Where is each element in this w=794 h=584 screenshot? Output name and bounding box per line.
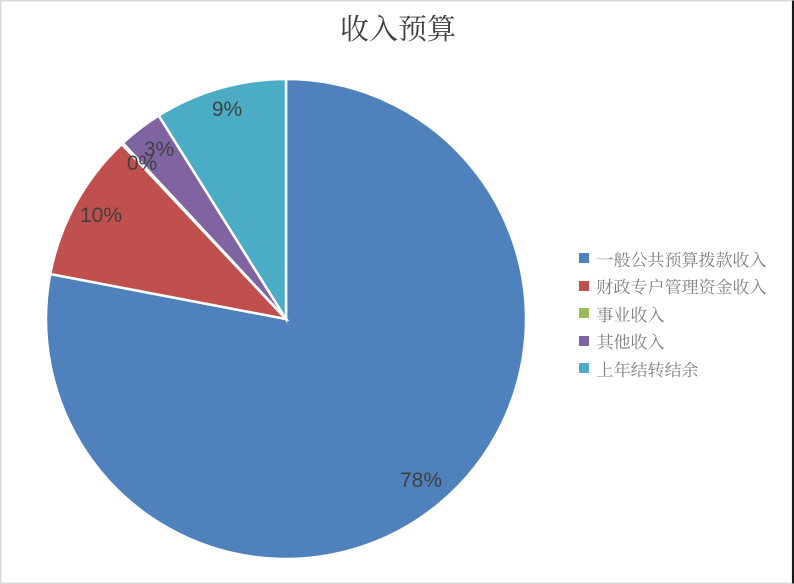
svg-text:9%: 9% bbox=[212, 98, 242, 121]
svg-text:3%: 3% bbox=[144, 138, 174, 161]
svg-text:10%: 10% bbox=[80, 204, 122, 227]
svg-text:78%: 78% bbox=[400, 469, 442, 492]
